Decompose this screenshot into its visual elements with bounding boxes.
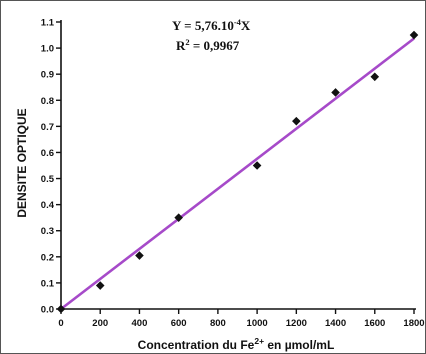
y-tick-label: 0.0: [41, 305, 54, 316]
data-point: [135, 251, 144, 260]
x-tick-label: 1200: [286, 318, 307, 329]
y-axis-title: DENSITE OPTIQUE: [15, 108, 29, 217]
data-point: [252, 161, 262, 170]
x-tick-label: 600: [171, 318, 187, 329]
y-tick-label: 0.4: [41, 200, 55, 211]
r-squared-label: R2 = 0,9967: [176, 37, 240, 53]
x-tick-label: 400: [132, 318, 148, 329]
data-point: [95, 281, 105, 290]
x-tick-label: 1000: [247, 318, 268, 329]
x-axis-ticks: 0 200 400 600 800 1000 1200 1400 1600 1800: [58, 309, 425, 329]
data-point: [174, 213, 183, 222]
y-tick-label: 0.8: [41, 96, 54, 107]
y-tick-label: 0.9: [41, 70, 54, 81]
equation-label: Y = 5,76.10-4X: [172, 17, 251, 33]
y-tick-label: 0.1: [41, 278, 55, 289]
y-tick-label: 0.7: [41, 122, 54, 133]
x-tick-label: 1800: [403, 318, 424, 329]
x-axis-title: Concentration du Fe2+ en µmol/mL: [138, 336, 335, 352]
y-tick-label: 1.0: [41, 44, 54, 55]
data-point: [370, 72, 380, 82]
y-axis-ticks: 0.0 0.1 0.2 0.3 0.4 0.5 0.6 0.7 0.8 0.9 1.0 1.1: [41, 18, 61, 316]
y-tick-label: 0.5: [41, 174, 55, 185]
y-tick-label: 0.6: [41, 148, 54, 159]
data-point: [409, 30, 419, 40]
data-point: [292, 116, 301, 126]
data-point: [56, 304, 66, 314]
x-tick-label: 0: [58, 318, 63, 329]
data-point: [331, 88, 340, 97]
x-tick-label: 1600: [364, 318, 385, 329]
y-tick-label: 0.3: [41, 226, 54, 237]
y-tick-label: 0.2: [41, 252, 54, 263]
y-tick-label: 1.1: [41, 18, 55, 29]
x-tick-label: 1400: [325, 318, 346, 329]
x-tick-label: 200: [92, 318, 108, 329]
data-points: [56, 30, 419, 314]
x-tick-label: 800: [210, 318, 226, 329]
regression-line: [60, 37, 415, 311]
